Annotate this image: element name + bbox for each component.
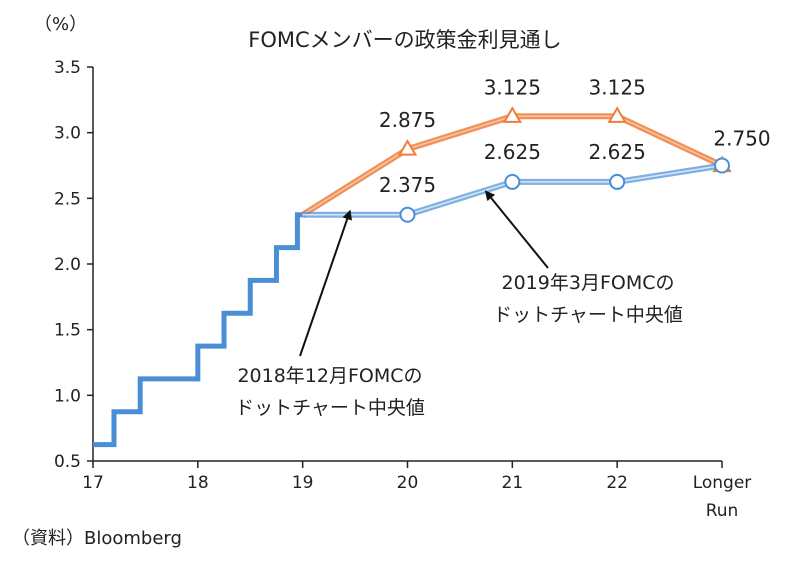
dec2018-data-label: 2.875 bbox=[379, 108, 436, 132]
mar2019-circle-marker bbox=[609, 173, 626, 190]
mar2019-data-label: 2.625 bbox=[484, 140, 541, 164]
x-tick-label: 19 bbox=[292, 473, 314, 493]
dec2018-data-label: 3.125 bbox=[484, 75, 541, 99]
dec2018-data-label: 2.750 bbox=[713, 127, 770, 151]
x-tick-label: Run bbox=[706, 501, 739, 521]
chart-title: FOMCメンバーの政策金利見通し bbox=[248, 28, 561, 52]
mar2019-circle-marker bbox=[714, 157, 730, 174]
history-step-line bbox=[93, 212, 303, 448]
x-tick-label: 20 bbox=[397, 473, 419, 493]
dec2018-line bbox=[301, 113, 724, 218]
annotation-text: 2019年3月FOMCの bbox=[502, 272, 675, 294]
x-tick-label: 21 bbox=[502, 473, 524, 493]
dec2018-triangle-marker bbox=[397, 139, 418, 156]
y-tick-label: 1.0 bbox=[54, 386, 81, 406]
x-tick-label: 18 bbox=[187, 473, 209, 493]
dec2018-line-highlight bbox=[302, 115, 723, 216]
annotations: 2019年3月FOMCのドットチャート中央値2018年12月FOMCのドットチャ… bbox=[235, 190, 683, 419]
axes: 0.5 1.0 1.5 2.0 2.5 3.0 3.5 17 18 19 20 21 22 Longer R… bbox=[54, 58, 751, 521]
annotation-text: ドットチャート中央値 bbox=[493, 304, 683, 326]
dec2018-data-label: 3.125 bbox=[589, 75, 646, 99]
x-tick-label: 17 bbox=[82, 473, 104, 493]
data-labels: 2.375 2.625 2.625 2.875 3.125 3.125 2.750 bbox=[379, 75, 771, 197]
mar2019-data-label: 2.375 bbox=[379, 173, 436, 197]
y-tick-label: 2.0 bbox=[54, 255, 81, 275]
y-axis-unit: （%） bbox=[34, 14, 87, 35]
annotation-arrow bbox=[484, 190, 549, 269]
y-tick-label: 2.5 bbox=[54, 189, 81, 209]
y-tick-label: 3.0 bbox=[54, 124, 81, 144]
x-tick-label: 22 bbox=[606, 473, 628, 493]
dec2018-triangle-marker bbox=[502, 106, 523, 123]
mar2019-data-label: 2.625 bbox=[589, 140, 646, 164]
y-tick-label: 3.5 bbox=[54, 58, 81, 78]
dec2018-triangle-marker bbox=[607, 106, 627, 123]
source-note: （資料）Bloomberg bbox=[12, 528, 182, 549]
y-tick-label: 0.5 bbox=[54, 452, 81, 472]
series-layer bbox=[93, 106, 732, 448]
mar2019-circle-marker bbox=[399, 206, 416, 223]
y-tick-label: 1.5 bbox=[54, 321, 81, 341]
annotation-arrow bbox=[299, 209, 352, 357]
x-tick-label: Longer bbox=[693, 473, 752, 493]
annotation-text: 2018年12月FOMCの bbox=[237, 365, 422, 387]
mar2019-circle-marker bbox=[504, 173, 521, 190]
annotation-text: ドットチャート中央値 bbox=[235, 397, 425, 419]
